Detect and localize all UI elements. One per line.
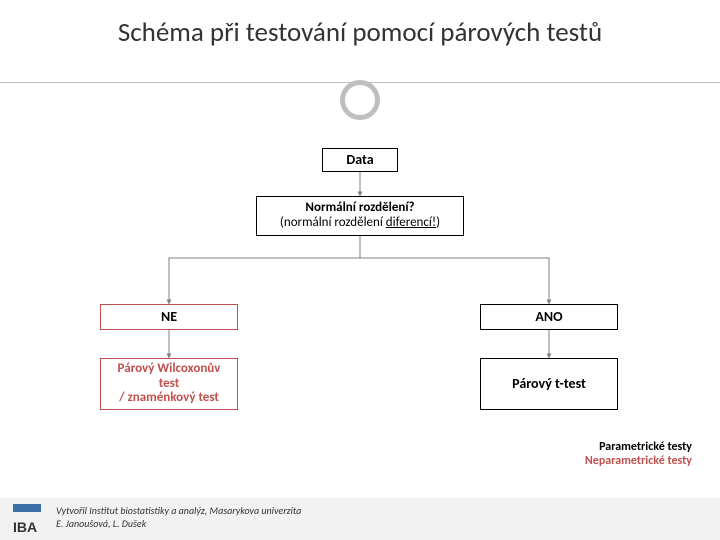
footer-text: Vytvořil Institut biostatistiky a analýz… [56, 505, 301, 530]
node-wilcoxon-line3: / znaménkový test [119, 391, 219, 406]
node-ttest-label: Párový t-test [512, 376, 586, 392]
node-decision-line1: Normální rozdělení? [305, 201, 414, 216]
node-decision-line2-pre: (normální rozdělení [280, 215, 386, 230]
node-ttest: Párový t-test [480, 358, 618, 410]
node-no: NE [100, 304, 238, 330]
node-wilcoxon: Párový Wilcoxonův test / znaménkový test [100, 358, 238, 410]
node-data: Data [322, 148, 398, 172]
edge-decision-no [169, 236, 360, 304]
legend-nonparametric: Neparametrické testy [585, 454, 692, 468]
legend: Parametrické testy Neparametrické testy [585, 440, 692, 468]
slide: Schéma při testování pomocí párových tes… [0, 0, 720, 540]
svg-text:IBA: IBA [13, 519, 37, 535]
node-decision-line2-post: ) [436, 215, 440, 230]
node-decision: Normální rozdělení? (normální rozdělení … [256, 196, 464, 236]
node-no-label: NE [161, 309, 177, 325]
node-yes: ANO [480, 304, 618, 330]
iba-logo: IBA [10, 504, 50, 536]
title-circle-icon [340, 80, 380, 120]
node-decision-line2-em: diferencí! [386, 215, 436, 230]
node-data-label: Data [346, 152, 373, 168]
edge-decision-yes [360, 236, 549, 304]
node-yes-label: ANO [535, 309, 562, 325]
node-wilcoxon-line2: test [159, 377, 179, 392]
footer-line1: Vytvořil Institut biostatistiky a analýz… [56, 505, 301, 518]
legend-parametric: Parametrické testy [585, 440, 692, 454]
footer-line2: E. Janoušová, L. Dušek [56, 518, 301, 531]
node-decision-line2: (normální rozdělení diferencí!) [280, 216, 440, 231]
slide-title: Schéma při testování pomocí párových tes… [0, 16, 720, 49]
node-wilcoxon-line1: Párový Wilcoxonův [118, 362, 221, 377]
